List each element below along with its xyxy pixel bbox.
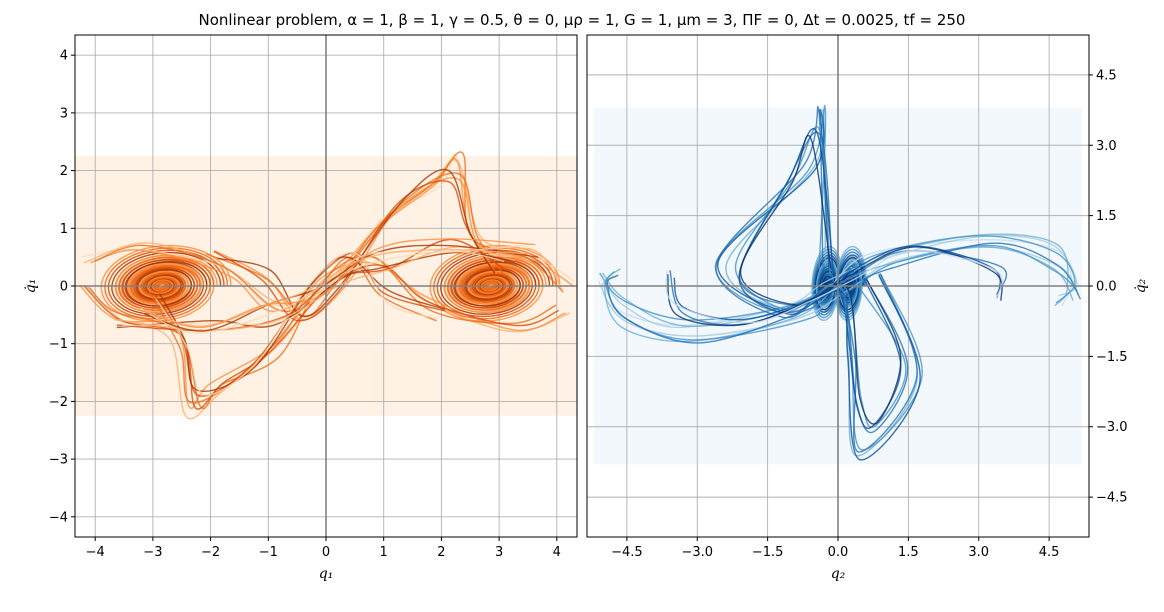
x-tick-label: 3.0: [968, 545, 989, 560]
trajectory-transit: [606, 242, 1082, 344]
trajectory-transit: [665, 249, 1004, 324]
trajectory-transit: [601, 246, 1080, 337]
x-tick-label: −3.0: [681, 545, 713, 560]
trajectory-transit: [158, 256, 445, 392]
x-tick-label: 0: [322, 545, 330, 560]
x-tick-label: −4: [86, 545, 105, 560]
y-tick-label: 1.5: [1096, 209, 1117, 224]
y-tick-label: 4: [60, 49, 68, 64]
trajectory-transit: [206, 172, 504, 317]
trajectory-transit: [155, 251, 438, 396]
y-tick-label: −3.0: [1096, 420, 1128, 435]
trajectory-transit: [666, 246, 1003, 327]
trajectory-transit: [94, 151, 564, 313]
x-tick-label: 0.0: [828, 545, 849, 560]
right-phase-portrait-panel: −4.5 −3.0 −1.5 0.0 1.5 3.0 4.5 −4.5 −3.0 −1.5 0.0 1…: [586, 34, 1149, 582]
trajectory-transit: [141, 238, 536, 329]
figure-title: Nonlinear problem, α = 1, β = 1, γ = 0.5…: [199, 11, 966, 29]
y-tick-label: −4: [49, 510, 68, 525]
x-tick-label: 1.5: [898, 545, 919, 560]
trajectory-transit: [599, 235, 1076, 321]
y-tick-label: 3.0: [1096, 139, 1117, 154]
trajectory-transit: [144, 248, 529, 327]
x-tick-label: −1: [259, 545, 278, 560]
x-tick-label: 1: [380, 545, 388, 560]
trajectory-transit: [148, 256, 437, 404]
x-tick-label: −1.5: [752, 545, 784, 560]
trajectory-transit: [714, 105, 923, 451]
y-tick-label: −1: [49, 337, 68, 352]
x-tick-label: 2: [437, 545, 445, 560]
trajectory-transit: [603, 246, 1074, 343]
y-axis-label: q̇₁: [23, 279, 39, 294]
trajectory-transit: [601, 233, 1069, 327]
x-tick-label: 4: [553, 545, 561, 560]
x-axis-label: q₂: [831, 566, 846, 582]
x-axis-label: q₁: [319, 566, 334, 582]
y-tick-label: 4.5: [1096, 68, 1117, 83]
x-tick-label: −3: [143, 545, 162, 560]
trajectory-transit: [86, 255, 570, 420]
y-tick-label: 3: [60, 106, 68, 121]
y-tick-label: −4.5: [1096, 491, 1128, 506]
y-tick-label: 0: [60, 280, 68, 295]
y-tick-label: 2: [60, 164, 68, 179]
x-tick-label: 3: [495, 545, 503, 560]
y-axis-label: q̇₂: [1133, 278, 1149, 293]
y-tick-label: −3: [49, 453, 68, 468]
y-tick-label: 1: [60, 222, 68, 237]
x-tick-label: −4.5: [611, 545, 643, 560]
y-tick-label: −2: [49, 395, 68, 410]
y-tick-label: −1.5: [1096, 350, 1128, 365]
left-phase-portrait-panel: −4 −3 −2 −1 0 1 2 3 4 −4 −3 −2 −1 0 1 2 3 4 q₁ q̇₁: [23, 34, 578, 582]
trajectory-transit: [715, 106, 918, 453]
trajectory-transit: [217, 168, 496, 318]
x-tick-label: −2: [201, 545, 220, 560]
x-tick-label: 4.5: [1039, 545, 1060, 560]
y-tick-label: 0.0: [1096, 280, 1117, 295]
